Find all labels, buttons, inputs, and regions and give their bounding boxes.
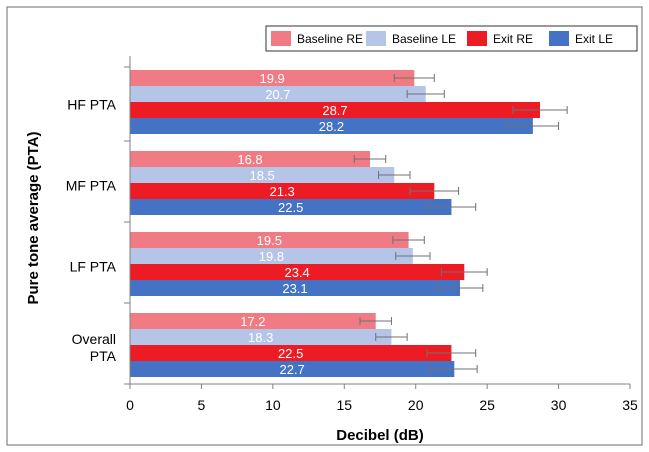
data-label-overall-pta-baseline-re: 17.2: [240, 314, 265, 329]
x-tick-label-5: 5: [198, 397, 206, 413]
data-label-overall-pta-exit-le: 22.7: [279, 362, 304, 377]
x-tick-label-10: 10: [265, 397, 281, 413]
bar-hf-pta-baseline-re: [130, 70, 415, 86]
y-tick-label-line: PTA: [90, 348, 117, 364]
error-bar-overall-pta-exit-le: [430, 365, 478, 373]
legend: Baseline RE Baseline LE Exit RE Exit LE: [265, 25, 638, 52]
x-tick-label-0: 0: [126, 397, 134, 413]
y-tick-label-lf-pta: LF PTA: [70, 259, 117, 275]
data-label-hf-pta-exit-le: 28.2: [319, 119, 344, 134]
data-label-overall-pta-baseline-le: 18.3: [248, 330, 273, 345]
legend-swatch-baseline-re: [271, 31, 291, 46]
error-bar-hf-pta-exit-le: [506, 122, 560, 130]
error-bar-mf-pta-exit-le: [426, 203, 477, 211]
bar-overall-pta-baseline-re: [130, 313, 376, 329]
bars-group: 19.920.728.728.216.818.521.322.519.519.8…: [130, 70, 568, 377]
legend-label-exit-le: Exit LE: [575, 32, 613, 46]
x-tick-label-15: 15: [336, 397, 352, 413]
error-bar-lf-pta-exit-re: [440, 268, 488, 276]
bar-overall-pta-exit-le: [130, 361, 455, 377]
data-label-mf-pta-exit-re: 21.3: [269, 184, 294, 199]
y-tick-label-line: Overall: [72, 331, 116, 347]
data-label-lf-pta-exit-re: 23.4: [284, 265, 309, 280]
bar-hf-pta-exit-le: [130, 118, 533, 134]
data-label-mf-pta-exit-le: 22.5: [278, 200, 303, 215]
y-tick-label-line: HF PTA: [67, 97, 116, 113]
bar-lf-pta-baseline-le: [130, 248, 413, 264]
axes-group: HF PTA MF PTA LF PTA Overall PTA 0 5 10 15 20 25 30…: [66, 56, 638, 413]
error-bar-mf-pta-baseline-re: [353, 155, 387, 163]
error-bar-overall-pta-baseline-le: [375, 333, 408, 341]
bar-lf-pta-exit-re: [130, 264, 465, 280]
data-label-lf-pta-baseline-re: 19.5: [257, 233, 282, 248]
x-tick-label-30: 30: [551, 397, 567, 413]
error-bar-hf-pta-baseline-le: [406, 90, 445, 98]
error-bar-lf-pta-baseline-le: [395, 252, 431, 260]
legend-label-baseline-re: Baseline RE: [297, 32, 363, 46]
error-bar-overall-pta-baseline-re: [359, 317, 392, 325]
data-label-mf-pta-baseline-le: 18.5: [249, 168, 274, 183]
bar-overall-pta-exit-re: [130, 345, 452, 361]
data-label-hf-pta-baseline-re: 19.9: [259, 71, 284, 86]
bar-hf-pta-baseline-le: [130, 86, 426, 102]
data-label-mf-pta-baseline-re: 16.8: [237, 152, 262, 167]
legend-swatch-exit-re: [467, 31, 487, 46]
y-tick-label-mf-pta: MF PTA: [66, 178, 117, 194]
data-label-hf-pta-baseline-le: 20.7: [265, 87, 290, 102]
y-axis-title: Pure tone average (PTA): [25, 131, 42, 304]
error-bar-lf-pta-baseline-re: [392, 236, 425, 244]
error-bar-mf-pta-baseline-le: [378, 171, 411, 179]
bar-lf-pta-exit-le: [130, 280, 460, 296]
x-tick-label-20: 20: [408, 397, 424, 413]
error-bar-overall-pta-exit-re: [426, 349, 477, 357]
x-tick-label-25: 25: [479, 397, 495, 413]
error-bar-mf-pta-exit-re: [409, 187, 460, 195]
error-bar-hf-pta-baseline-re: [393, 74, 435, 82]
legend-swatch-baseline-le: [366, 31, 386, 46]
data-label-lf-pta-exit-le: 23.1: [282, 281, 307, 296]
bar-lf-pta-baseline-re: [130, 232, 409, 248]
y-tick-label-line: MF PTA: [66, 178, 117, 194]
data-label-overall-pta-exit-re: 22.5: [278, 346, 303, 361]
bar-hf-pta-exit-re: [130, 102, 540, 118]
data-label-hf-pta-exit-re: 28.7: [322, 103, 347, 118]
legend-box: [265, 25, 638, 52]
y-tick-label-hf-pta: HF PTA: [67, 97, 116, 113]
y-tick-label-line: LF PTA: [70, 259, 117, 275]
data-label-lf-pta-baseline-le: 19.8: [259, 249, 284, 264]
legend-label-exit-re: Exit RE: [493, 32, 533, 46]
bar-mf-pta-exit-le: [130, 199, 452, 215]
x-tick-label-35: 35: [622, 397, 638, 413]
error-bar-lf-pta-exit-le: [436, 284, 484, 292]
y-tick-label-overall-pta: Overall PTA: [72, 331, 117, 364]
bar-mf-pta-exit-re: [130, 183, 435, 199]
bar-mf-pta-baseline-le: [130, 167, 395, 183]
legend-label-baseline-le: Baseline LE: [392, 32, 456, 46]
x-axis-title: Decibel (dB): [336, 427, 424, 444]
legend-swatch-exit-le: [549, 31, 569, 46]
bar-overall-pta-baseline-le: [130, 329, 392, 345]
bar-mf-pta-baseline-re: [130, 151, 370, 167]
error-bar-hf-pta-exit-re: [512, 106, 568, 114]
